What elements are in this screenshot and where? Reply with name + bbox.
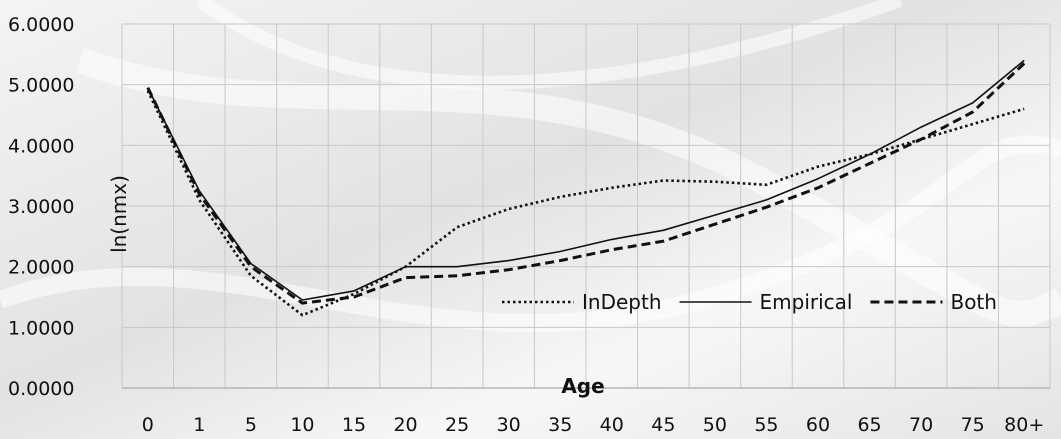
grid	[121, 23, 1051, 389]
y-tick-label: 3.0000	[8, 196, 74, 218]
series-line-both	[146, 62, 1026, 305]
x-tick-label: 75	[961, 414, 985, 436]
legend-label-indepth: InDepth	[582, 290, 662, 314]
y-tick-label: 1.0000	[8, 317, 74, 339]
x-tick-label: 40	[600, 414, 624, 436]
x-axis-tick-labels: 0 1 5 10 15 20 25 30 35 40 45 50 55 60 65 70 75 80+	[142, 414, 1045, 436]
x-tick-label: 1	[193, 414, 205, 436]
x-tick-label: 30	[497, 414, 521, 436]
x-tick-label: 35	[548, 414, 572, 436]
x-tick-label: 20	[393, 414, 417, 436]
y-tick-label: 4.0000	[8, 135, 74, 157]
x-tick-label: 45	[651, 414, 675, 436]
legend: InDepth Empirical Both	[502, 290, 997, 314]
x-tick-label: 50	[703, 414, 727, 436]
x-tick-label: 60	[806, 414, 830, 436]
x-tick-label: 80+	[1004, 414, 1044, 436]
y-tick-label: 6.0000	[8, 14, 74, 36]
y-tick-label: 0.0000	[8, 378, 74, 400]
x-tick-label: 25	[445, 414, 469, 436]
x-tick-label: 55	[754, 414, 778, 436]
x-tick-label: 0	[142, 414, 154, 436]
series-lines	[146, 59, 1026, 317]
y-tick-label: 5.0000	[8, 75, 74, 97]
y-axis-title: ln(nmx)	[107, 175, 131, 253]
legend-label-empirical: Empirical	[760, 290, 853, 314]
x-tick-label: 15	[342, 414, 366, 436]
y-axis-tick-labels: 0.0000 1.0000 2.0000 3.0000 4.0000 5.0000 6.00…	[8, 14, 74, 400]
x-tick-label: 70	[909, 414, 933, 436]
series-line-empirical	[147, 59, 1025, 301]
x-tick-label: 65	[857, 414, 881, 436]
x-axis-title: Age	[561, 374, 604, 398]
x-tick-label: 5	[245, 414, 257, 436]
series-line-indepth	[146, 90, 1025, 317]
background-swirl	[0, 0, 1061, 323]
x-tick-label: 10	[290, 414, 314, 436]
y-tick-label: 2.0000	[8, 257, 74, 279]
legend-label-both: Both	[950, 290, 996, 314]
